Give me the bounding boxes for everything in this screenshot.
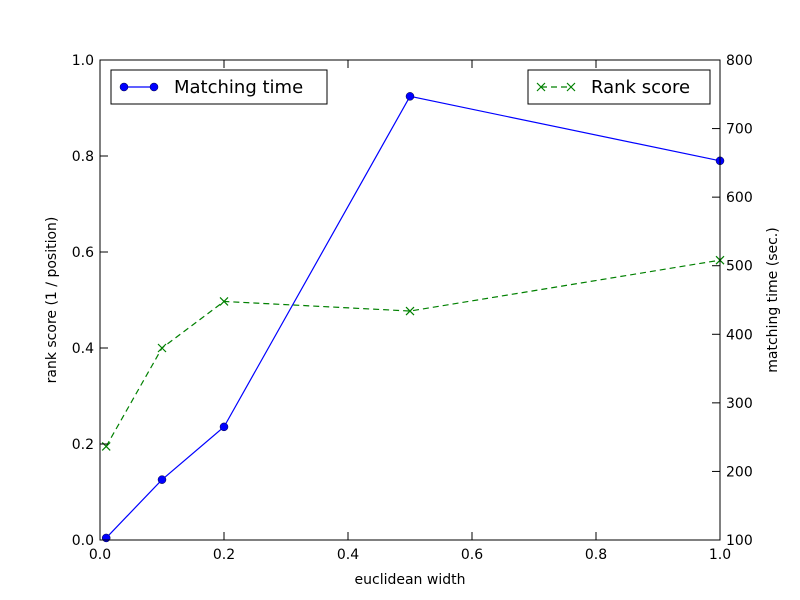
rank-score-line bbox=[105, 259, 721, 447]
legend-rank-score: Rank score bbox=[527, 69, 711, 105]
y-axis-right-label: matching time (sec.) bbox=[765, 227, 781, 372]
x-tick-label: 0.6 bbox=[461, 547, 483, 563]
y-right-tick-label: 700 bbox=[726, 122, 753, 138]
x-tick-label: 0.4 bbox=[337, 547, 359, 563]
x-tick-label: 0.8 bbox=[585, 547, 607, 563]
y-right-tick-label: 600 bbox=[726, 190, 753, 206]
y-left-tick-label: 0.2 bbox=[72, 437, 94, 453]
legend-rank-score-label: Rank score bbox=[591, 77, 690, 98]
legend-matching-time-marker bbox=[149, 82, 159, 92]
y-right-tick-label: 400 bbox=[726, 327, 753, 343]
matching-time-point bbox=[157, 475, 167, 484]
x-tick-label: 1.0 bbox=[709, 547, 731, 563]
series-layer bbox=[101, 92, 725, 543]
y-right-tick-label: 800 bbox=[726, 53, 753, 69]
y-left-tick-label: 0.8 bbox=[72, 149, 94, 165]
matching-time-point bbox=[405, 92, 415, 101]
y-right-tick-label: 100 bbox=[726, 533, 753, 549]
y-left-tick-label: 0.0 bbox=[72, 533, 94, 549]
x-tick-label: 0.0 bbox=[89, 547, 111, 563]
rank-score-point bbox=[405, 306, 415, 316]
y-left-tick-label: 1.0 bbox=[72, 53, 94, 69]
legend-rank-score-box bbox=[527, 69, 711, 105]
legend-rank-score-marker bbox=[566, 82, 576, 92]
x-tick-label: 0.2 bbox=[213, 547, 235, 563]
y-axis-left-label: rank score (1 / position) bbox=[44, 217, 60, 384]
legend-matching-time-marker bbox=[119, 82, 129, 92]
matching-time-line bbox=[105, 95, 721, 539]
y-right-tick-label: 200 bbox=[726, 464, 753, 480]
legend-matching-time-label: Matching time bbox=[174, 77, 303, 98]
y-left-tick-label: 0.4 bbox=[72, 341, 94, 357]
y-right-tick-label: 300 bbox=[726, 396, 753, 412]
x-axis-label: euclidean width bbox=[355, 572, 466, 588]
y-right-tick-label: 500 bbox=[726, 259, 753, 275]
rank-score-point bbox=[157, 343, 167, 353]
plot-frame bbox=[99, 59, 721, 541]
rank-score-point bbox=[219, 297, 229, 306]
ticks-layer: 0.0 0.2 0.4 0.6 0.8 1.00.00.20.40.60.81.01002… bbox=[72, 53, 753, 563]
legend-matching-time: Matching time bbox=[110, 69, 328, 105]
legend-rank-score-marker bbox=[536, 82, 546, 92]
matching-time-point bbox=[101, 533, 111, 543]
y-left-tick-label: 0.6 bbox=[72, 245, 94, 261]
matching-time-point bbox=[219, 422, 229, 432]
